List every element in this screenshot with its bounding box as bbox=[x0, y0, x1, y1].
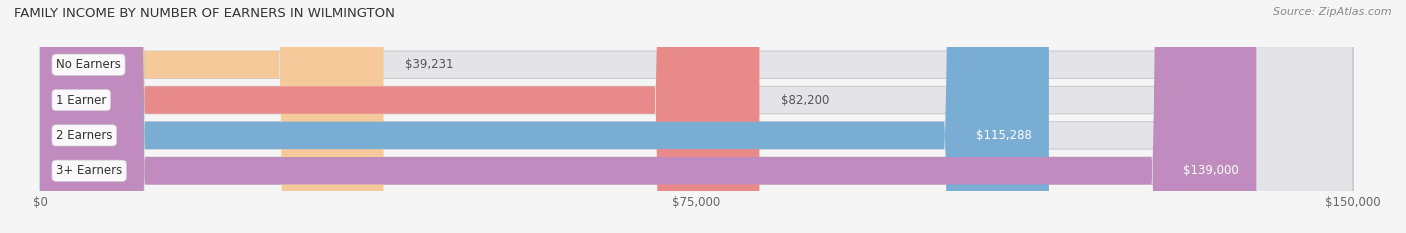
Text: $39,231: $39,231 bbox=[405, 58, 454, 71]
Text: $82,200: $82,200 bbox=[782, 94, 830, 106]
FancyBboxPatch shape bbox=[41, 0, 1353, 233]
FancyBboxPatch shape bbox=[41, 0, 1257, 233]
Text: FAMILY INCOME BY NUMBER OF EARNERS IN WILMINGTON: FAMILY INCOME BY NUMBER OF EARNERS IN WI… bbox=[14, 7, 395, 20]
Text: Source: ZipAtlas.com: Source: ZipAtlas.com bbox=[1274, 7, 1392, 17]
FancyBboxPatch shape bbox=[41, 0, 384, 233]
FancyBboxPatch shape bbox=[41, 0, 1049, 233]
Text: $115,288: $115,288 bbox=[976, 129, 1032, 142]
Text: $139,000: $139,000 bbox=[1182, 164, 1239, 177]
Text: No Earners: No Earners bbox=[56, 58, 121, 71]
Text: 3+ Earners: 3+ Earners bbox=[56, 164, 122, 177]
FancyBboxPatch shape bbox=[41, 0, 1353, 233]
FancyBboxPatch shape bbox=[41, 0, 1353, 233]
Text: 1 Earner: 1 Earner bbox=[56, 94, 107, 106]
Text: 2 Earners: 2 Earners bbox=[56, 129, 112, 142]
FancyBboxPatch shape bbox=[41, 0, 1353, 233]
FancyBboxPatch shape bbox=[41, 0, 759, 233]
